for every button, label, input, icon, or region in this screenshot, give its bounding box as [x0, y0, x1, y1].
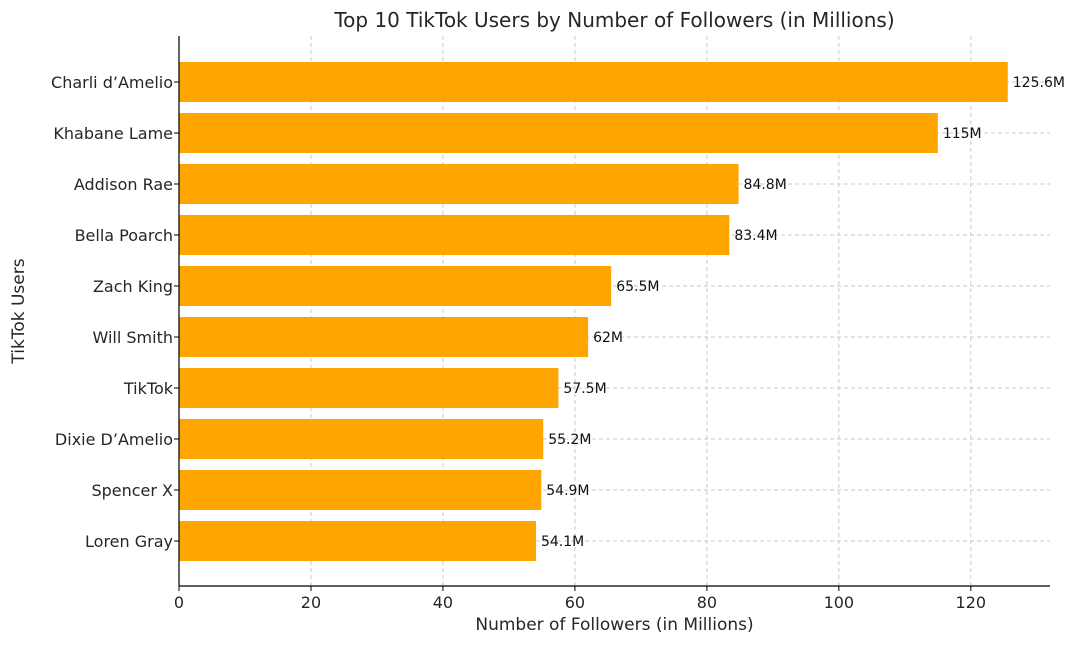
x-tick-label: 60 [565, 593, 585, 612]
bar [179, 317, 589, 357]
bar [179, 521, 536, 561]
tick-layer: 0 20 40 60 80 100 120 Charli d’Amelio Khabane La… [51, 73, 986, 612]
bar-value-label: 62M [593, 330, 623, 346]
y-tick-label: TikTok [123, 379, 174, 398]
bar-value-label: 125.6M [1013, 75, 1065, 91]
bar [179, 419, 544, 459]
bar-value-label: 83.4M [734, 228, 777, 244]
bar [179, 215, 730, 255]
y-tick-label: Loren Gray [85, 532, 173, 551]
x-tick-label: 100 [824, 593, 855, 612]
bar-value-label: 57.5M [563, 381, 606, 397]
bar [179, 62, 1008, 102]
bar-value-label: 54.9M [546, 483, 589, 499]
y-axis-title: TikTok Users [9, 258, 29, 364]
y-tick-label: Dixie D’Amelio [55, 430, 173, 449]
bar-value-label: 84.8M [744, 177, 787, 193]
bar [179, 164, 739, 204]
x-tick-label: 80 [697, 593, 717, 612]
x-tick-label: 40 [433, 593, 453, 612]
y-tick-label: Khabane Lame [53, 124, 173, 143]
y-tick-label: Charli d’Amelio [51, 73, 173, 92]
x-tick-label: 0 [174, 593, 184, 612]
bar-value-label: 54.1M [541, 534, 584, 550]
x-tick-label: 20 [301, 593, 321, 612]
y-tick-label: Zach King [93, 277, 173, 296]
axis-layer [178, 36, 1050, 587]
bar-value-label: 55.2M [548, 432, 591, 448]
y-tick-label: Will Smith [93, 328, 174, 347]
y-tick-label: Bella Poarch [75, 226, 173, 245]
x-axis-title: Number of Followers (in Millions) [475, 615, 753, 635]
chart-title: Top 10 TikTok Users by Number of Followe… [333, 8, 894, 32]
bar [179, 266, 612, 306]
bar [179, 368, 559, 408]
data-label-layer: 125.6M 115M 84.8M 83.4M 65.5M 62M 57.5M 55.2M 54… [541, 75, 1065, 550]
y-tick-label: Addison Rae [74, 175, 173, 194]
bar-value-label: 115M [943, 126, 982, 142]
bar-layer [179, 62, 1008, 561]
bar [179, 113, 938, 153]
bar [179, 470, 542, 510]
x-tick-label: 120 [956, 593, 987, 612]
y-tick-label: Spencer X [91, 481, 173, 500]
bar-value-label: 65.5M [616, 279, 659, 295]
